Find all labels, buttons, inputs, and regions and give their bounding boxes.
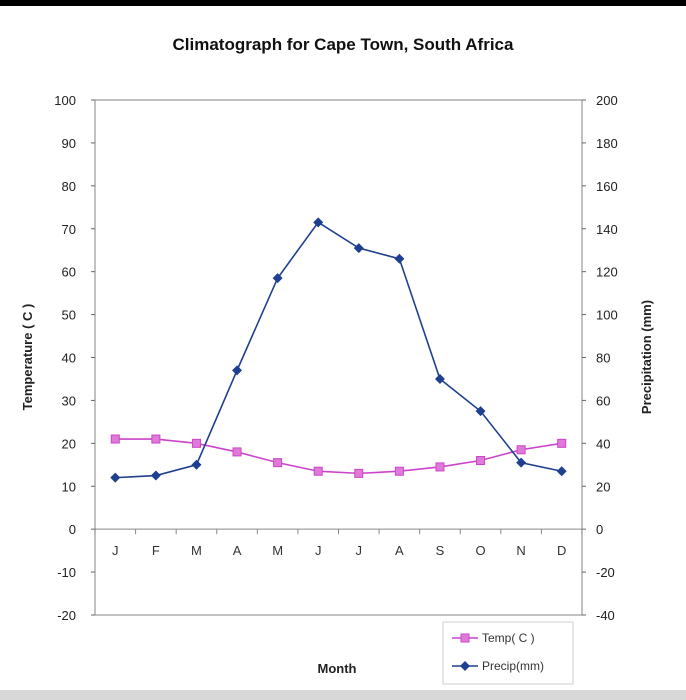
left-tick-label: -20 [57,608,76,623]
precipitation-point [475,406,486,417]
right-tick-label: 140 [596,222,618,237]
temperature-point [232,447,242,457]
right-tick-label: 60 [596,393,610,408]
precipitation-point [394,253,405,264]
top-border [0,0,686,6]
precipitation-point [434,373,445,384]
left-tick-label: 80 [62,179,76,194]
precipitation-point [313,217,324,228]
right-tick-label: 20 [596,479,610,494]
month-label: J [315,543,322,558]
precipitation-point [150,470,161,481]
temperature-point [313,466,323,476]
bottom-border [0,690,686,700]
month-label: N [516,543,525,558]
month-label: M [272,543,283,558]
precipitation-point [110,472,121,483]
month-label: A [233,543,242,558]
temperature-point [516,445,526,455]
month-label: D [557,543,566,558]
left-tick-label: -10 [57,565,76,580]
right-tick-label: 40 [596,436,610,451]
right-tick-label: 160 [596,179,618,194]
series-layer [110,217,567,483]
left-tick-label: 60 [62,265,76,280]
precipitation-point [232,365,243,376]
legend-box [442,621,574,685]
month-label: J [356,543,363,558]
right-tick-label: 200 [596,93,618,108]
right-tick-label: -20 [596,565,615,580]
precipitation-point [556,466,567,477]
month-label: O [475,543,485,558]
legend-precip-label: Precip(mm) [482,659,544,673]
left-axis-title: Temperature ( C ) [20,304,35,411]
right-tick-label: 80 [596,351,610,366]
right-tick-label: 0 [596,522,603,537]
precipitation-line [115,221,562,479]
right-axis-title: Precipitation (mm) [639,300,654,414]
month-label: F [152,543,160,558]
chart-title: Climatograph for Cape Town, South Africa [173,35,515,54]
legend-temp-marker [460,633,470,643]
temperature-point [394,466,404,476]
left-tick-label: 30 [62,393,76,408]
month-label: S [436,543,445,558]
left-tick-label: 70 [62,222,76,237]
legend-temp-label: Temp( C ) [482,631,535,645]
precipitation-point [516,457,527,468]
temperature-point [191,438,201,448]
temperature-point [151,434,161,444]
temperature-line [115,438,562,475]
temperature-point [273,458,283,468]
precipitation-point [191,459,202,470]
right-tick-label: 180 [596,136,618,151]
left-tick-label: 20 [62,436,76,451]
right-tick-label: -40 [596,608,615,623]
temperature-point [557,438,567,448]
left-tick-label: 10 [62,479,76,494]
legend: Temp( C ) Precip(mm) [442,621,574,685]
temperature-point [476,456,486,465]
month-label: J [112,543,119,558]
x-axis-title: Month [318,661,357,676]
temperature-point [110,434,120,444]
temperature-point [435,462,445,472]
plot-area [94,99,583,616]
left-tick-label: 0 [69,522,76,537]
right-tick-label: 100 [596,308,618,323]
left-tick-label: 90 [62,136,76,151]
precipitation-point [272,273,283,284]
left-tick-label: 40 [62,351,76,366]
month-label: A [395,543,404,558]
precipitation-point [353,243,364,254]
left-tick-label: 100 [54,93,76,108]
left-tick-label: 50 [62,308,76,323]
temperature-point [354,468,364,478]
legend-precip-marker [460,661,470,671]
right-tick-label: 120 [596,265,618,280]
month-label: M [191,543,202,558]
